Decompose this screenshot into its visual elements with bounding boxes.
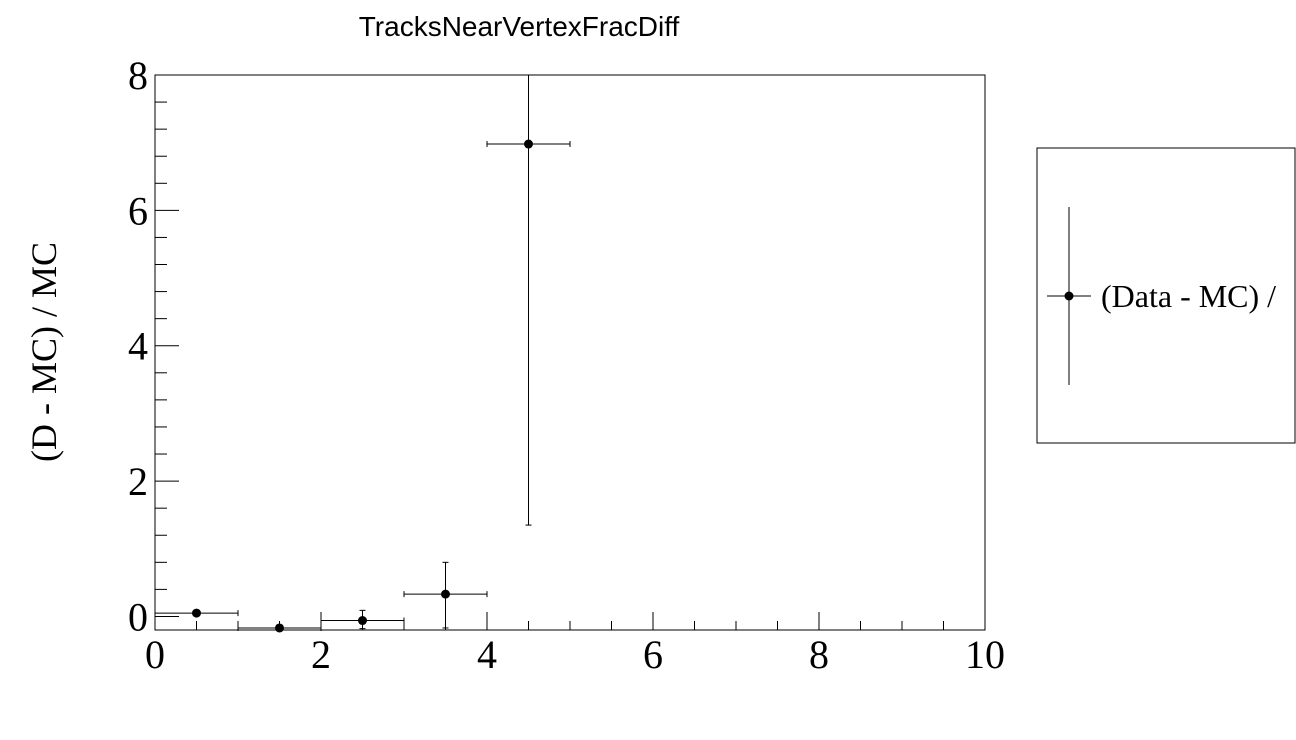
data-point [441,589,450,599]
legend-label: (Data - MC) / [1101,278,1276,314]
legend-marker-point [1064,291,1074,301]
x-tick-label: 6 [643,632,663,677]
x-tick-label: 10 [965,632,1005,677]
y-axis-label: (D - MC) / MC [24,242,64,462]
legend: (Data - MC) / [1036,147,1296,444]
data-point [524,139,533,149]
data-point [358,616,367,626]
plot-frame [154,74,986,631]
y-tick-label: 4 [128,324,148,369]
y-tick-label: 2 [128,459,148,504]
data-series [154,75,571,633]
y-tick-label: 8 [128,53,148,98]
y-tick-label: 6 [128,188,148,233]
y-tick-label: 0 [128,594,148,639]
x-tick-label: 2 [311,632,331,677]
data-point [275,623,284,633]
x-tick-label: 0 [145,632,165,677]
x-tick-label: 8 [809,632,829,677]
x-axis: 0 2 4 6 8 10 [145,612,1005,677]
data-point [192,608,201,618]
chart-title: TracksNearVertexFracDiff [359,11,680,42]
y-axis: 0 2 4 6 8 [128,53,179,639]
x-tick-label: 4 [477,632,497,677]
